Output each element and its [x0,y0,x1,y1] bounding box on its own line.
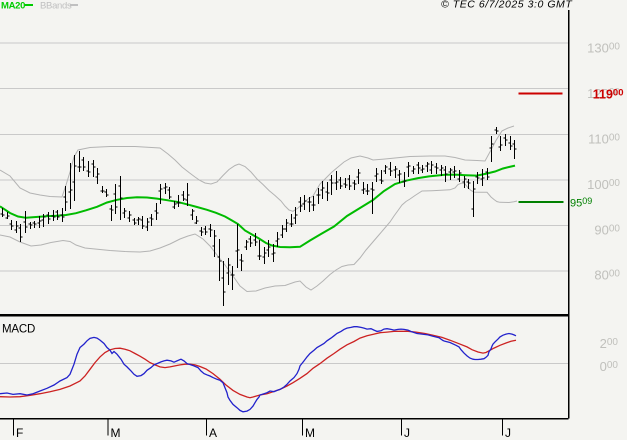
svg-text:A: A [209,426,217,440]
svg-text:M: M [111,426,121,440]
svg-text:F: F [16,426,23,440]
svg-text:8000: 8000 [594,268,620,283]
svg-text:J: J [505,426,511,440]
svg-text:12000: 12000 [587,86,620,101]
svg-text:9000: 9000 [594,223,620,238]
svg-text:11900: 11900 [593,88,624,102]
svg-text:MA20: MA20 [1,1,25,12]
svg-text:000: 000 [600,359,619,374]
svg-text:13000: 13000 [587,41,620,56]
svg-text:BBands: BBands [40,1,72,12]
svg-text:© TEC 6/7/2025 3:0 GMT: © TEC 6/7/2025 3:0 GMT [441,0,573,11]
svg-text:200: 200 [600,336,619,351]
svg-text:10000: 10000 [587,177,620,192]
svg-text:M: M [305,426,315,440]
svg-text:11000: 11000 [588,132,620,147]
svg-text:MACD: MACD [2,324,35,336]
svg-text:J: J [404,426,410,440]
